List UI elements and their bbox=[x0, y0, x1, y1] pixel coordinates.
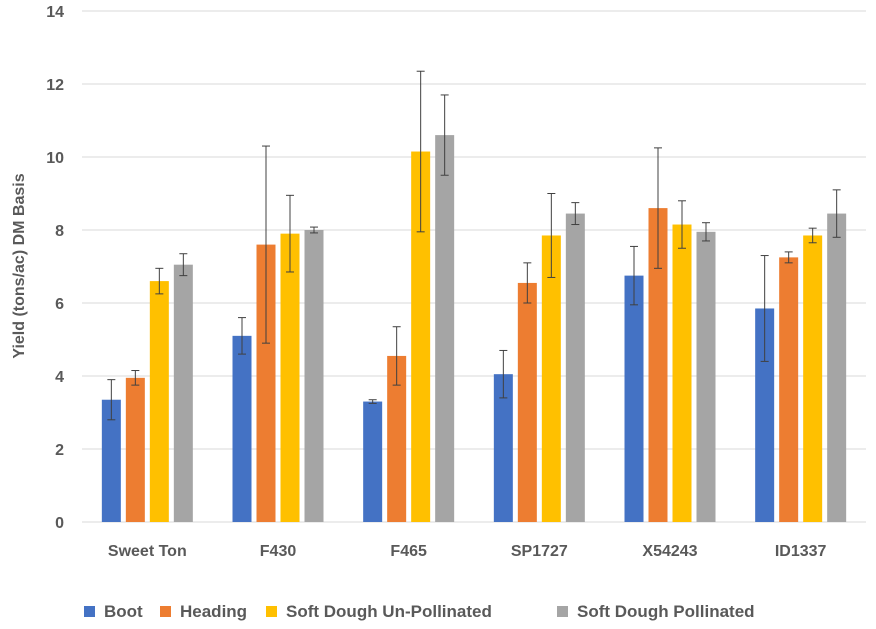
bar-3-2 bbox=[435, 135, 455, 522]
legend-label: Heading bbox=[180, 602, 247, 621]
error-bar bbox=[630, 245, 638, 306]
y-tick-label: 4 bbox=[55, 369, 64, 386]
y-tick-label: 14 bbox=[46, 4, 64, 21]
y-tick-label: 8 bbox=[55, 223, 64, 240]
legend: Boot Heading Soft Dough Un-Pollinated Soft … bbox=[84, 602, 755, 621]
error-bar bbox=[832, 189, 841, 238]
error-bar bbox=[310, 226, 318, 234]
legend-label: Boot bbox=[104, 602, 143, 621]
bars bbox=[101, 135, 847, 522]
bar-0-0 bbox=[101, 399, 121, 522]
x-category-label: F430 bbox=[260, 543, 297, 560]
error-bar bbox=[499, 349, 508, 399]
y-axis-ticks: 0 2 4 6 8 10 12 14 bbox=[46, 4, 64, 532]
bar-0-3 bbox=[493, 374, 513, 522]
error-bar bbox=[368, 399, 377, 404]
error-bar bbox=[678, 200, 686, 249]
legend-swatch bbox=[84, 606, 95, 617]
error-bar bbox=[808, 227, 817, 244]
bar-1-2 bbox=[387, 355, 407, 522]
legend-item: Heading bbox=[160, 602, 247, 621]
legend-item: Soft Dough Un-Pollinated bbox=[266, 602, 492, 621]
bar-0-2 bbox=[363, 401, 383, 522]
error-bar bbox=[547, 193, 556, 278]
error-bar bbox=[238, 317, 246, 355]
y-tick-label: 0 bbox=[55, 515, 64, 532]
bar-1-5 bbox=[779, 257, 799, 522]
legend-label: Soft Dough Pollinated bbox=[577, 602, 755, 621]
error-bar bbox=[702, 222, 710, 242]
bar-1-4 bbox=[648, 208, 668, 522]
bar-3-4 bbox=[696, 231, 716, 522]
legend-item: Soft Dough Pollinated bbox=[557, 602, 755, 621]
error-bar bbox=[286, 194, 294, 273]
bar-0-5 bbox=[755, 308, 775, 522]
error-bar bbox=[784, 251, 793, 264]
bar-2-0 bbox=[149, 281, 169, 522]
bar-3-3 bbox=[565, 213, 585, 522]
error-bar bbox=[654, 147, 662, 269]
error-bar bbox=[392, 326, 401, 386]
error-bar bbox=[571, 202, 580, 226]
bar-1-0 bbox=[125, 377, 145, 522]
legend-item: Boot bbox=[84, 602, 143, 621]
x-category-label: SP1727 bbox=[511, 543, 568, 560]
bar-2-1 bbox=[280, 233, 300, 522]
error-bars bbox=[107, 70, 841, 421]
bar-0-1 bbox=[232, 335, 252, 522]
y-axis-title: Yield (tons/ac) DM Basis bbox=[11, 173, 28, 358]
error-bar bbox=[107, 379, 116, 421]
bar-3-0 bbox=[173, 264, 193, 522]
y-tick-label: 10 bbox=[46, 150, 64, 167]
x-category-label: X54243 bbox=[642, 543, 697, 560]
bar-2-2 bbox=[411, 151, 431, 522]
bar-1-3 bbox=[517, 282, 537, 522]
bar-0-4 bbox=[624, 275, 644, 522]
error-bar bbox=[760, 255, 769, 362]
bar-2-3 bbox=[541, 235, 561, 522]
bar-2-4 bbox=[672, 224, 692, 522]
bar-3-5 bbox=[827, 213, 847, 522]
error-bar bbox=[523, 262, 532, 304]
y-tick-label: 12 bbox=[46, 77, 64, 94]
legend-swatch bbox=[160, 606, 171, 617]
error-bar bbox=[262, 145, 270, 344]
error-bar bbox=[416, 70, 425, 233]
y-tick-label: 6 bbox=[55, 296, 64, 313]
legend-swatch bbox=[266, 606, 277, 617]
x-category-label: F465 bbox=[390, 543, 427, 560]
error-bar bbox=[179, 253, 188, 277]
x-category-label: Sweet Ton bbox=[108, 543, 187, 560]
x-axis-categories: Sweet Ton F430 F465 SP1727 X54243 ID1337 bbox=[108, 543, 827, 560]
error-bar bbox=[155, 267, 164, 295]
y-tick-label: 2 bbox=[55, 442, 64, 459]
legend-swatch bbox=[557, 606, 568, 617]
gridlines bbox=[82, 10, 866, 523]
x-category-label: ID1337 bbox=[775, 543, 827, 560]
bar-1-1 bbox=[256, 244, 276, 522]
bar-2-5 bbox=[803, 235, 823, 522]
error-bar bbox=[440, 94, 449, 176]
bar-3-1 bbox=[304, 230, 324, 522]
error-bar bbox=[131, 370, 140, 386]
legend-label: Soft Dough Un-Pollinated bbox=[286, 602, 492, 621]
